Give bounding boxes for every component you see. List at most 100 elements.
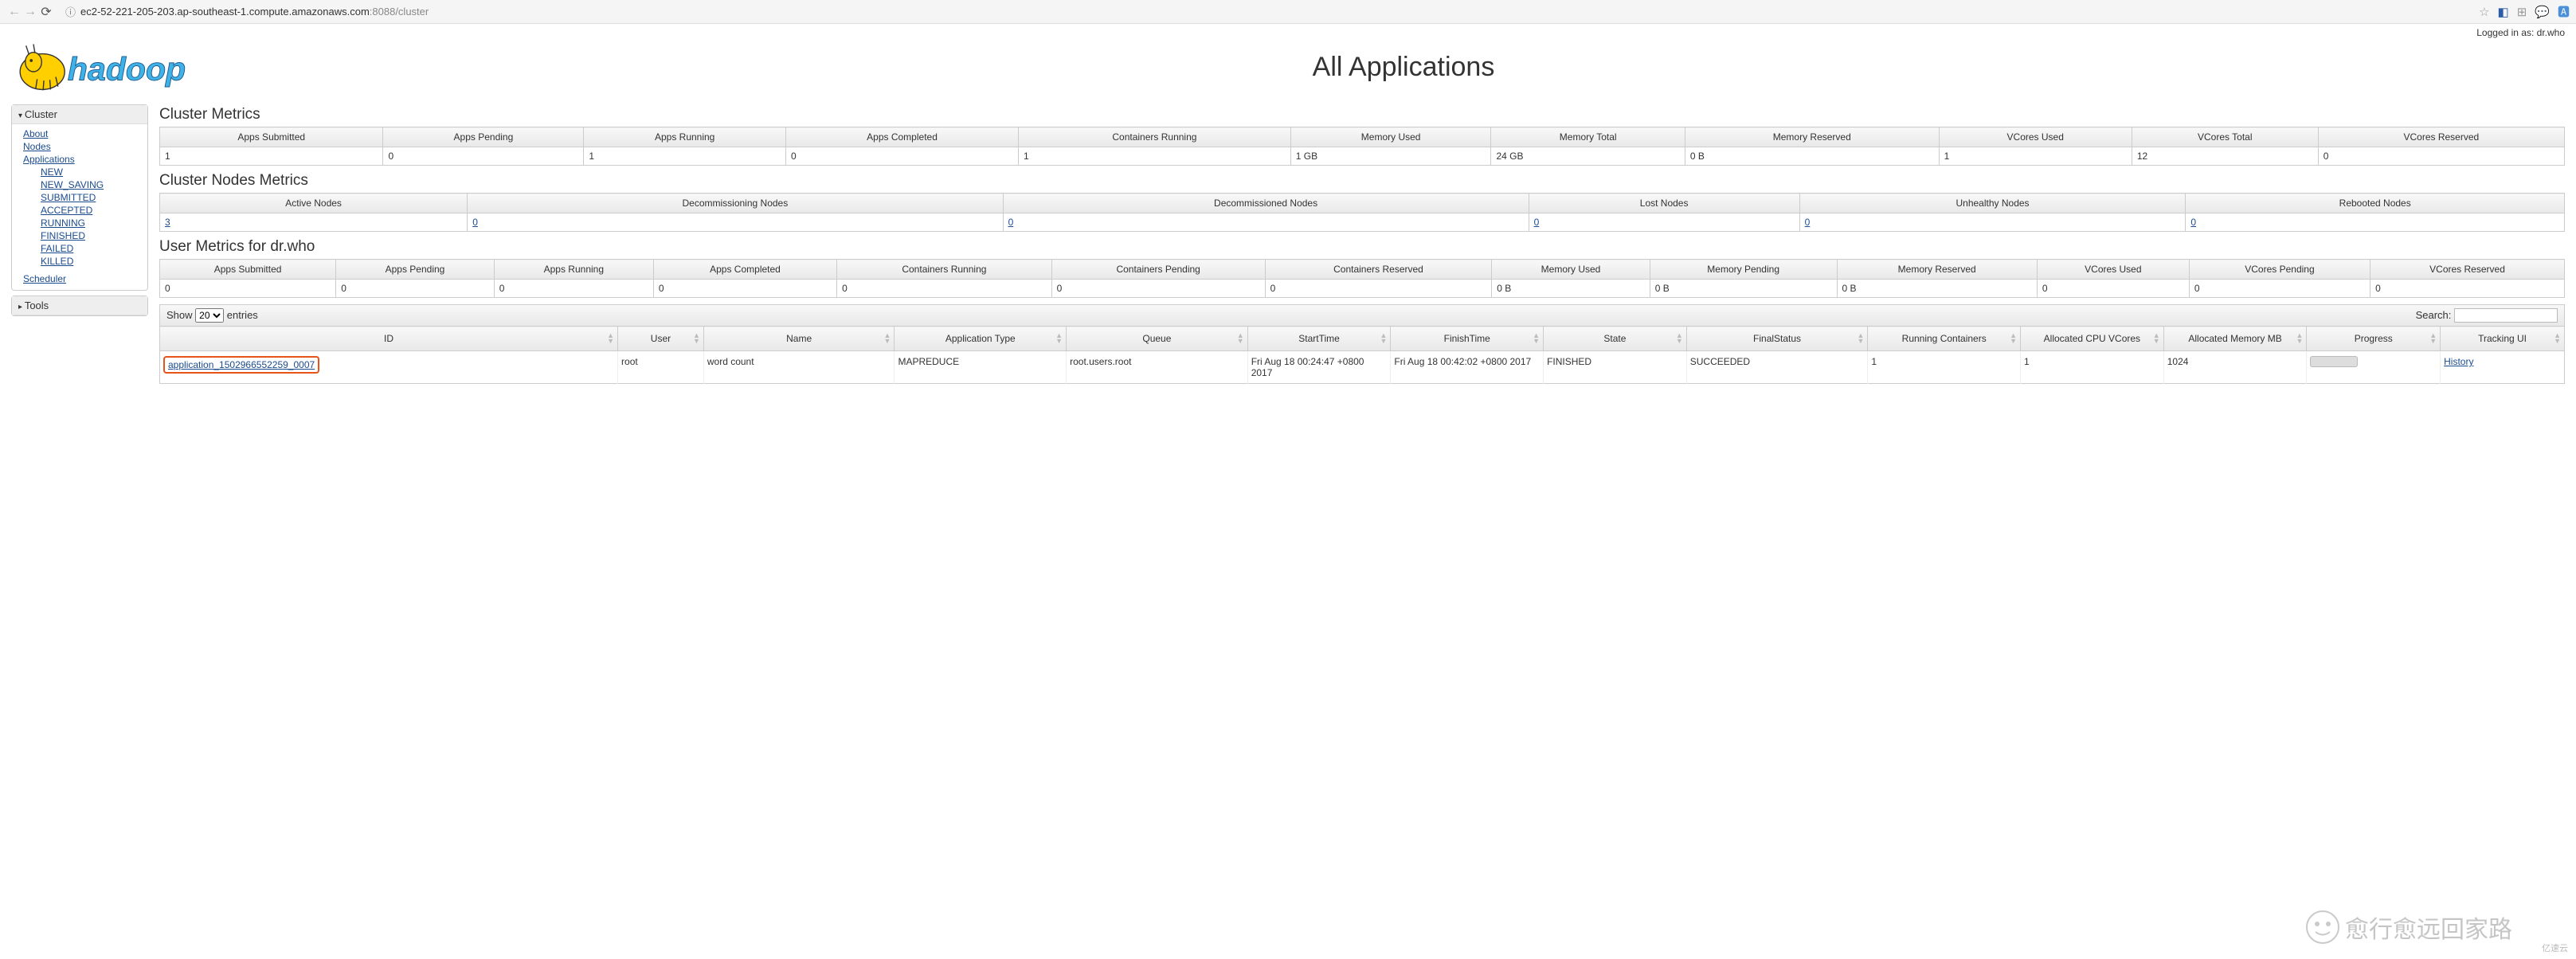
sidebar-link-killed[interactable]: KILLED — [41, 255, 147, 268]
metric-header: Unhealthy Nodes — [1799, 194, 2186, 213]
metric-link[interactable]: 3 — [165, 217, 170, 228]
url-host: ec2-52-221-205-203.ap-southeast-1.comput… — [80, 6, 370, 18]
translate-icon[interactable]: 🅰 — [2558, 3, 2570, 20]
metric-link[interactable]: 0 — [2190, 217, 2196, 228]
metric-header: VCores Total — [2132, 127, 2318, 147]
metric-header: Memory Used — [1492, 260, 1650, 280]
metric-link[interactable]: 0 — [1534, 217, 1540, 228]
metric-header: Apps Running — [584, 127, 786, 147]
browser-toolbar: ← → ⟳ ⓘ ec2-52-221-205-203.ap-southeast-… — [0, 0, 2576, 24]
metric-header: VCores Used — [1939, 127, 2132, 147]
search-input[interactable] — [2454, 308, 2558, 323]
metric-header: Active Nodes — [160, 194, 468, 213]
reload-button[interactable]: ⟳ — [38, 4, 54, 20]
metric-value: 0 — [1799, 213, 2186, 232]
metric-header: Apps Completed — [786, 127, 1019, 147]
apps-col-header[interactable]: Tracking UI▲▼ — [2441, 327, 2565, 351]
sidebar-link-new[interactable]: NEW — [41, 166, 147, 178]
applications-table: ID▲▼User▲▼Name▲▼Application Type▲▼Queue▲… — [159, 326, 2565, 384]
metric-header: Memory Reserved — [1837, 260, 2037, 280]
sidebar-cluster-header[interactable]: Cluster — [12, 105, 147, 124]
metric-header: VCores Pending — [2189, 260, 2370, 280]
tracking-link[interactable]: History — [2444, 356, 2473, 367]
cell-vcores: 1 — [2021, 351, 2164, 384]
metric-value: 12 — [2132, 147, 2318, 166]
cell-final: SUCCEEDED — [1686, 351, 1868, 384]
metric-value: 0 — [494, 280, 653, 298]
browser-right-icons: ☆ ◧ ⊞ 💬 🅰 — [2479, 3, 2570, 20]
watermark-small: 亿速云 — [2542, 941, 2568, 954]
sidebar-link-accepted[interactable]: ACCEPTED — [41, 204, 147, 217]
apps-col-header[interactable]: FinishTime▲▼ — [1391, 327, 1544, 351]
metric-value: 0 — [1529, 213, 1799, 232]
apps-col-header[interactable]: Application Type▲▼ — [895, 327, 1067, 351]
metric-header: Apps Pending — [383, 127, 584, 147]
metric-value: 0 — [2370, 280, 2565, 298]
page-title: All Applications — [242, 52, 2565, 83]
extension-icon-2[interactable]: ⊞ — [2517, 5, 2527, 19]
metric-link[interactable]: 0 — [472, 217, 478, 228]
apps-col-header[interactable]: ID▲▼ — [160, 327, 618, 351]
metric-value: 24 GB — [1491, 147, 1685, 166]
metric-value: 1 — [1939, 147, 2132, 166]
entries-label: entries — [227, 309, 258, 321]
metric-link[interactable]: 0 — [1805, 217, 1811, 228]
cell-name: word count — [703, 351, 895, 384]
metric-header: Apps Pending — [336, 260, 495, 280]
extension-icon-1[interactable]: ◧ — [2498, 5, 2509, 19]
sidebar-link-running[interactable]: RUNNING — [41, 217, 147, 229]
entries-select[interactable]: 20 — [195, 308, 224, 323]
nodes-metrics-table: Active NodesDecommissioning NodesDecommi… — [159, 193, 2565, 232]
apps-col-header[interactable]: Queue▲▼ — [1067, 327, 1248, 351]
apps-col-header[interactable]: Name▲▼ — [703, 327, 895, 351]
sidebar-link-applications[interactable]: Applications — [23, 153, 147, 166]
metric-header: Memory Pending — [1650, 260, 1837, 280]
metric-value: 0 — [2318, 147, 2564, 166]
extension-icon-3[interactable]: 💬 — [2535, 5, 2550, 19]
apps-col-header[interactable]: State▲▼ — [1544, 327, 1687, 351]
metric-value: 1 — [1019, 147, 1291, 166]
search-label: Search: — [2416, 309, 2452, 321]
apps-col-header[interactable]: StartTime▲▼ — [1247, 327, 1391, 351]
sidebar-link-scheduler[interactable]: Scheduler — [23, 272, 147, 285]
sidebar-tools-header[interactable]: Tools — [12, 296, 147, 315]
apps-col-header[interactable]: Running Containers▲▼ — [1868, 327, 2021, 351]
sidebar-tools-box: Tools — [11, 296, 148, 316]
url-path: :8088/cluster — [370, 6, 429, 18]
metric-link[interactable]: 0 — [1008, 217, 1014, 228]
apps-col-header[interactable]: FinalStatus▲▼ — [1686, 327, 1868, 351]
nodes-metrics-title: Cluster Nodes Metrics — [159, 172, 2565, 190]
sidebar-link-finished[interactable]: FINISHED — [41, 229, 147, 242]
apps-col-header[interactable]: Allocated Memory MB▲▼ — [2163, 327, 2307, 351]
metric-header: Rebooted Nodes — [2186, 194, 2565, 213]
forward-button[interactable]: → — [22, 5, 38, 19]
sidebar-link-failed[interactable]: FAILED — [41, 242, 147, 255]
cell-running: 1 — [1868, 351, 2021, 384]
bookmark-star-icon[interactable]: ☆ — [2479, 5, 2489, 19]
progress-bar — [2310, 356, 2358, 367]
apps-col-header[interactable]: User▲▼ — [618, 327, 704, 351]
metric-value: 0 — [160, 280, 336, 298]
metric-value: 0 B — [1837, 280, 2037, 298]
metric-header: Decommissioning Nodes — [468, 194, 1003, 213]
metric-value: 0 — [786, 147, 1019, 166]
login-status: Logged in as: dr.who — [2476, 27, 2565, 38]
sidebar-link-about[interactable]: About — [23, 127, 147, 140]
sidebar-link-nodes[interactable]: Nodes — [23, 140, 147, 153]
back-button[interactable]: ← — [6, 5, 22, 19]
apps-col-header[interactable]: Progress▲▼ — [2307, 327, 2441, 351]
page-header: hadoop All Applications — [0, 38, 2576, 104]
svg-text:hadoop: hadoop — [68, 50, 186, 87]
metric-header: Containers Running — [837, 260, 1052, 280]
sidebar-link-submitted[interactable]: SUBMITTED — [41, 191, 147, 204]
sidebar-link-new-saving[interactable]: NEW_SAVING — [41, 178, 147, 191]
cluster-metrics-title: Cluster Metrics — [159, 106, 2565, 123]
metric-value: 1 GB — [1290, 147, 1491, 166]
metric-header: Memory Used — [1290, 127, 1491, 147]
hadoop-logo[interactable]: hadoop — [11, 38, 242, 96]
app-id-link[interactable]: application_1502966552259_0007 — [168, 359, 315, 370]
user-metrics-table: Apps SubmittedApps PendingApps RunningAp… — [159, 259, 2565, 298]
address-bar[interactable]: ⓘ ec2-52-221-205-203.ap-southeast-1.comp… — [61, 2, 2479, 21]
apps-col-header[interactable]: Allocated CPU VCores▲▼ — [2021, 327, 2164, 351]
metric-value: 0 — [468, 213, 1003, 232]
